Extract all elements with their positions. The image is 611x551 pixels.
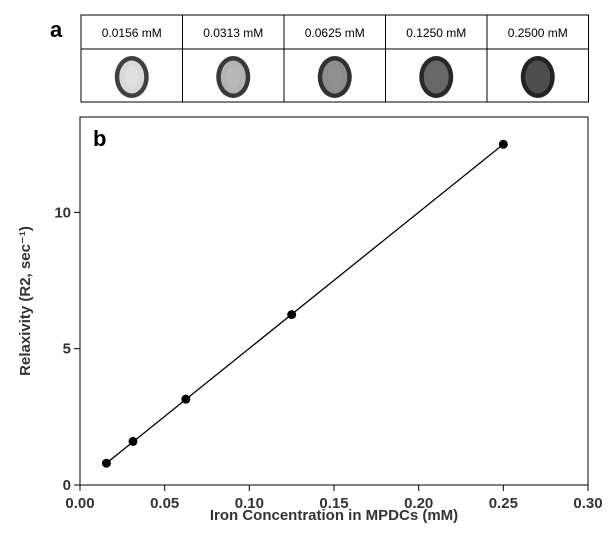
fit-line bbox=[106, 143, 504, 464]
x-axis: 0.00 0.05 0.10 0.15 0.20 0.25 0.30 bbox=[65, 485, 603, 512]
mri-sample-core bbox=[530, 66, 545, 88]
x-tick-label: 0.00 bbox=[65, 495, 94, 512]
x-tick-label: 0.05 bbox=[150, 495, 179, 512]
data-points bbox=[101, 139, 508, 468]
mri-sample-core bbox=[327, 66, 342, 88]
y-tick-label: 0 bbox=[63, 477, 71, 494]
x-tick-label: 0.30 bbox=[573, 495, 602, 512]
mri-sample-core bbox=[226, 66, 241, 88]
sample-concentration-label: 0.0156 mM bbox=[102, 26, 162, 40]
x-tick-label: 0.25 bbox=[489, 495, 518, 512]
y-tick-label: 5 bbox=[63, 341, 71, 358]
data-point bbox=[128, 436, 138, 446]
sample-concentration-label: 0.2500 mM bbox=[508, 26, 568, 40]
x-tick-label: 0.10 bbox=[235, 495, 264, 512]
sample-concentration-label: 0.0625 mM bbox=[305, 26, 365, 40]
linear-fit-line bbox=[106, 143, 504, 464]
x-tick-label: 0.20 bbox=[404, 495, 433, 512]
sample-concentration-label: 0.1250 mM bbox=[406, 26, 466, 40]
sample-concentration-label: 0.0313 mM bbox=[203, 26, 263, 40]
plot-frame bbox=[79, 116, 589, 486]
y-axis-title: Relaxivity (R2, sec⁻¹) bbox=[17, 226, 34, 376]
relaxivity-chart: b 0.00 0.05 0.10 0.15 0.20 0.25 0.30 0 5 10 Iron… bbox=[17, 116, 603, 524]
data-point bbox=[287, 310, 297, 320]
data-point bbox=[181, 394, 191, 404]
y-tick-label: 10 bbox=[54, 204, 71, 221]
mri-sample-core bbox=[124, 66, 139, 88]
x-tick-label: 0.15 bbox=[319, 495, 348, 512]
x-axis-title: Iron Concentration in MPDCs (mM) bbox=[210, 507, 458, 524]
panel-b-label: b bbox=[93, 126, 106, 151]
y-axis: 0 5 10 bbox=[54, 204, 80, 494]
data-point bbox=[498, 139, 508, 149]
panel-a-sample-strip: 0.0156 mM 0.0313 mM 0.0625 mM 0.1250 mM 0.25… bbox=[80, 14, 589, 103]
panel-a-label: a bbox=[50, 17, 63, 42]
mri-sample-core bbox=[429, 66, 444, 88]
data-point bbox=[101, 458, 111, 468]
